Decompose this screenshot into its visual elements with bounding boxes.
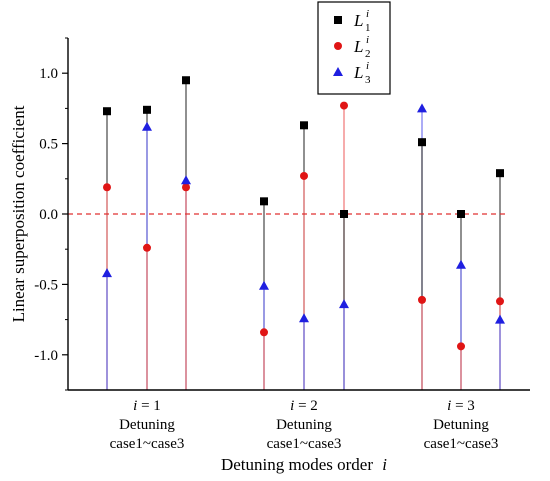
legend-sub: 2 [365,48,371,60]
y-ticks: -1.0 -0.5 0.0 0.5 1.0 [34,37,68,391]
marker-L3 [339,299,349,309]
marker-L2 [418,295,426,304]
marker-L3 [259,280,269,290]
x-axis-label-italic: i [382,455,387,474]
marker-L1 [260,197,268,206]
legend-sup: i [366,8,369,20]
y-tick-label: -0.5 [34,277,58,293]
marker-L3 [299,313,309,323]
legend-label-L1: L [353,11,363,30]
group-line1: Detuning [433,417,489,433]
group-line2: case1~case3 [267,436,342,452]
group-order-label: i = 2 [290,398,318,414]
markers [102,76,505,351]
legend-marker-L3 [333,67,343,76]
group-labels: i = 1 Detuning case1~case3 i = 2 Detuning cas… [110,398,499,452]
legend-label-L2: L [353,37,363,56]
marker-L2 [457,342,465,351]
marker-L1 [103,107,111,116]
legend-marker-L1 [334,16,342,24]
group-order-label: i = 3 [447,398,475,414]
marker-L1 [300,121,308,130]
marker-L2 [103,183,111,192]
marker-L2 [260,328,268,337]
marker-L1 [182,76,190,85]
stem-lines [106,80,501,390]
marker-L1 [143,105,151,114]
legend-sub: 3 [365,74,371,86]
group-line1: Detuning [119,417,175,433]
marker-L2 [300,171,308,180]
marker-L3 [102,268,112,278]
legend-sub: 1 [365,22,371,34]
x-axis-label: Detuning modes order i [221,455,387,474]
marker-L1 [457,210,465,218]
group-line2: case1~case3 [110,436,185,452]
y-tick-label: 1.0 [39,66,58,82]
group-order-label: i = 1 [133,398,161,414]
group-line2: case1~case3 [424,436,499,452]
legend: L 1iL 2iL 3i [317,1,391,95]
x-axis-label-text: Detuning modes order [221,455,373,474]
marker-L1 [418,138,426,147]
legend-label-L3: L [353,63,363,82]
marker-L3 [495,314,505,324]
legend-sup: i [366,34,369,46]
marker-L1 [340,210,348,218]
group-line1: Detuning [276,417,332,433]
marker-L3 [456,259,466,269]
marker-L3 [181,175,191,185]
marker-L3 [142,121,152,131]
y-tick-label: -1.0 [34,348,58,364]
y-tick-label: 0.5 [39,137,58,153]
legend-marker-L2 [334,42,342,50]
marker-L2 [143,243,151,252]
marker-L1 [496,169,504,178]
legend-box [317,1,391,95]
marker-L2 [496,297,504,306]
y-axis-label: Linear superposition coefficient [9,105,28,322]
y-tick-label: 0.0 [39,207,58,223]
marker-L2 [182,183,190,192]
marker-L2 [340,101,348,110]
legend-sup: i [366,60,369,72]
marker-L3 [417,103,427,113]
